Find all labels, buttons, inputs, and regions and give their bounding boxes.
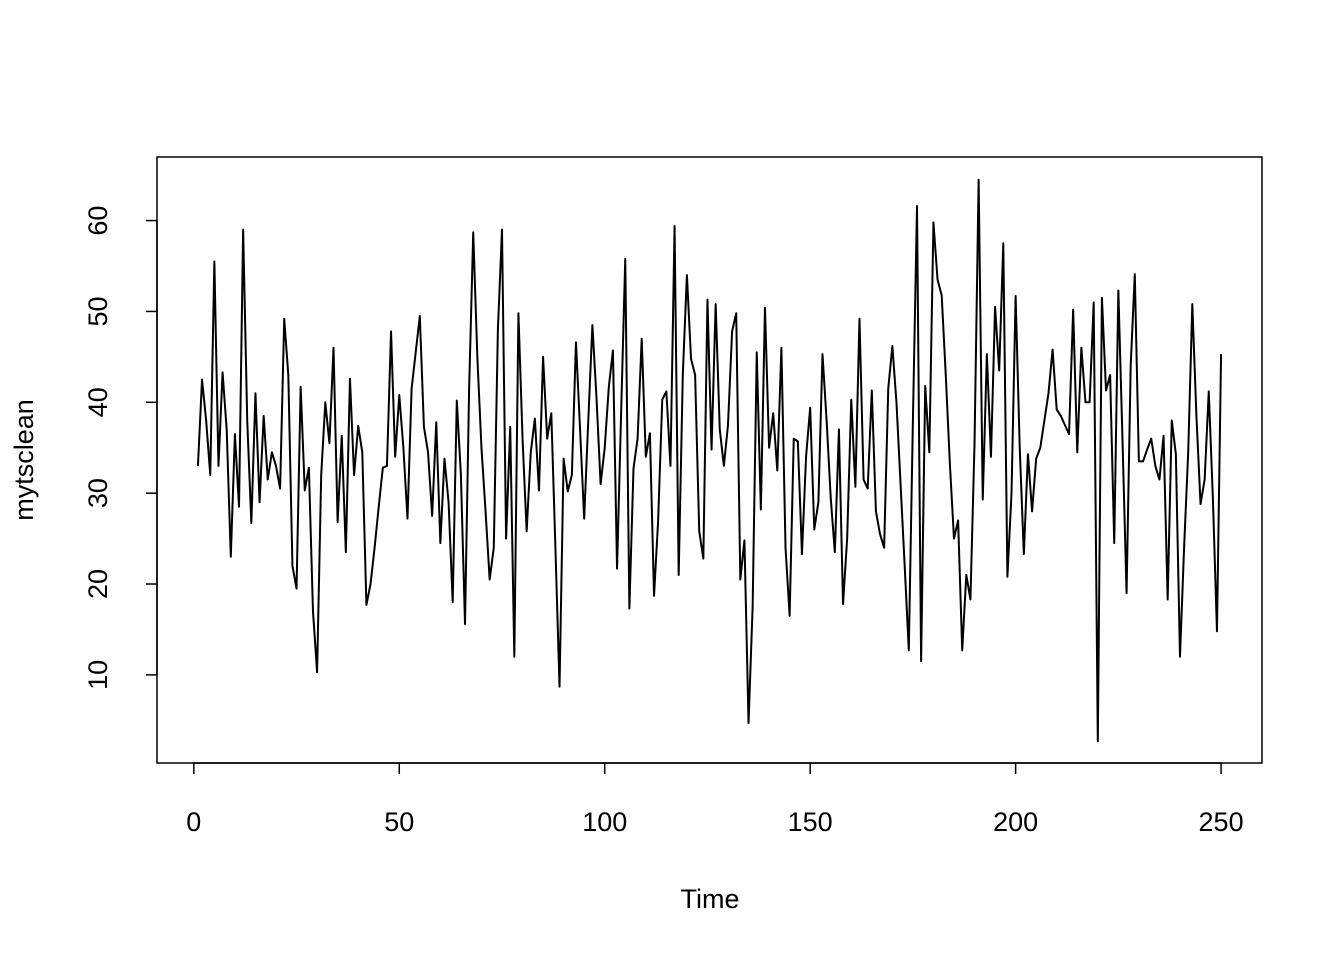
x-tick-label: 200: [993, 807, 1038, 837]
y-tick-label: 10: [83, 660, 113, 690]
y-tick-label: 50: [83, 296, 113, 326]
series-line: [196, 178, 1223, 743]
y-tick-label: 30: [83, 478, 113, 508]
x-axis-label: Time: [681, 884, 740, 914]
x-tick-label: 0: [186, 807, 201, 837]
x-tick-label: 100: [582, 807, 627, 837]
x-tick-label: 250: [1199, 807, 1244, 837]
x-tick-label: 150: [788, 807, 833, 837]
y-tick-label: 40: [83, 387, 113, 417]
x-tick-label: 50: [384, 807, 414, 837]
y-tick-label: 60: [83, 206, 113, 236]
y-axis-label: mytsclean: [9, 399, 39, 521]
y-tick-label: 20: [83, 569, 113, 599]
